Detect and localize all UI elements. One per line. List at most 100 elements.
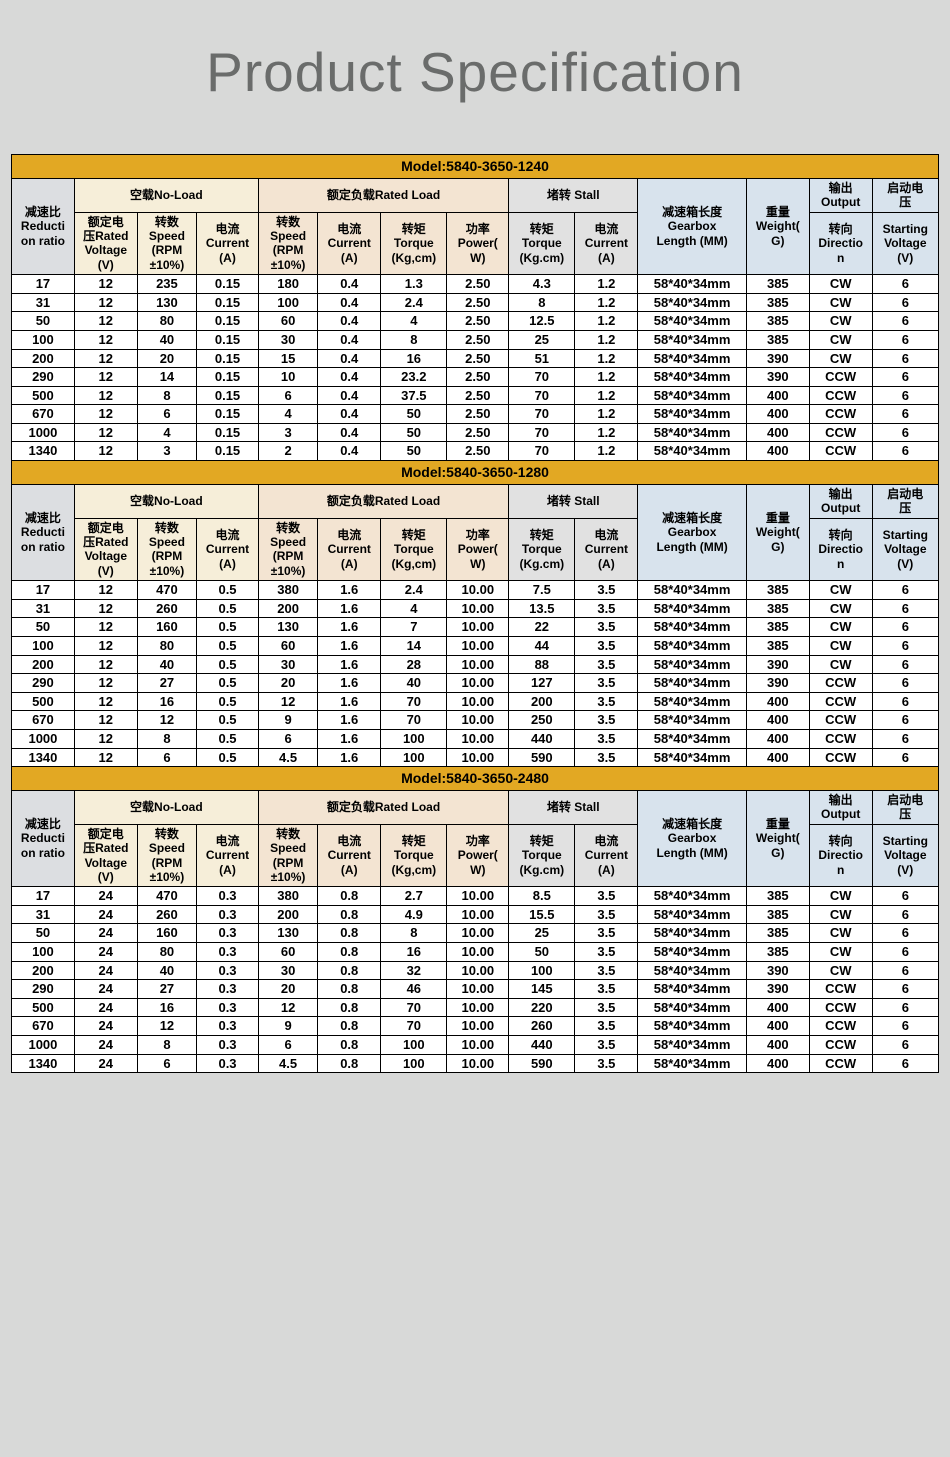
- table-cell: 1000: [12, 729, 75, 748]
- table-cell: 385: [746, 637, 809, 656]
- table-cell: 100: [509, 961, 575, 980]
- hdr-current-st: 电流Current(A): [575, 824, 638, 887]
- table-row: 29012140.15100.423.22.50701.258*40*34mm3…: [12, 368, 939, 387]
- table-cell: 2.50: [447, 442, 509, 461]
- table-row: 20012200.15150.4162.50511.258*40*34mm390…: [12, 349, 939, 368]
- table-row: 10001280.561.610010.004403.558*40*34mm40…: [12, 729, 939, 748]
- table-cell: 0.3: [197, 1017, 259, 1036]
- hdr-group-rated: 额定负载Rated Load: [258, 178, 508, 212]
- table-cell: 6: [872, 729, 938, 748]
- model-title: Model:5840-3650-2480: [12, 767, 939, 791]
- table-cell: 160: [137, 618, 196, 637]
- table-cell: CCW: [809, 368, 872, 387]
- table-cell: 670: [12, 711, 75, 730]
- hdr-gearbox: 减速箱长度GearboxLength (MM): [638, 790, 747, 886]
- table-cell: 8: [381, 924, 447, 943]
- table-cell: 12: [74, 618, 137, 637]
- table-row: 13401260.54.51.610010.005903.558*40*34mm…: [12, 748, 939, 767]
- table-cell: 23.2: [381, 368, 447, 387]
- model-title: Model:5840-3650-1280: [12, 461, 939, 485]
- table-cell: CW: [809, 312, 872, 331]
- table-cell: 6: [258, 386, 317, 405]
- table-row: 67024120.390.87010.002603.558*40*34mm400…: [12, 1017, 939, 1036]
- table-cell: 10.00: [447, 655, 509, 674]
- table-cell: 10.00: [447, 618, 509, 637]
- hdr-startv-top: 启动电压: [872, 484, 938, 518]
- table-cell: 6: [872, 1036, 938, 1055]
- table-row: 10001240.1530.4502.50701.258*40*34mm400C…: [12, 423, 939, 442]
- hdr-torque-st: 转矩Torque(Kg.cm): [509, 212, 575, 275]
- table-row: 31242600.32000.84.910.0015.53.558*40*34m…: [12, 905, 939, 924]
- table-cell: CW: [809, 961, 872, 980]
- table-cell: 1.2: [575, 312, 638, 331]
- table-cell: 10.00: [447, 637, 509, 656]
- table-cell: 385: [746, 618, 809, 637]
- table-cell: 58*40*34mm: [638, 998, 747, 1017]
- table-cell: 10.00: [447, 980, 509, 999]
- table-cell: 24: [74, 1017, 137, 1036]
- table-cell: 60: [258, 943, 317, 962]
- table-cell: CW: [809, 905, 872, 924]
- table-cell: 0.8: [318, 998, 381, 1017]
- table-cell: 6: [872, 312, 938, 331]
- hdr-group-noload: 空载No-Load: [74, 178, 258, 212]
- table-cell: 390: [746, 980, 809, 999]
- table-cell: 3.5: [575, 692, 638, 711]
- table-cell: 31: [12, 905, 75, 924]
- table-cell: 0.5: [197, 599, 259, 618]
- hdr-torque-rl: 转矩Torque(Kg,cm): [381, 212, 447, 275]
- table-cell: 50: [12, 924, 75, 943]
- table-cell: 3.5: [575, 637, 638, 656]
- table-cell: 0.5: [197, 748, 259, 767]
- table-cell: 12: [258, 692, 317, 711]
- table-cell: 40: [137, 655, 196, 674]
- table-cell: 3.5: [575, 980, 638, 999]
- table-cell: 2.50: [447, 405, 509, 424]
- table-cell: 4: [381, 599, 447, 618]
- table-cell: 4.5: [258, 1054, 317, 1073]
- table-cell: 8: [137, 1036, 196, 1055]
- table-cell: 6: [872, 674, 938, 693]
- hdr-startv-top: 启动电压: [872, 178, 938, 212]
- table-cell: 6: [872, 943, 938, 962]
- table-cell: 0.4: [318, 386, 381, 405]
- table-row: 67012120.591.67010.002503.558*40*34mm400…: [12, 711, 939, 730]
- table-cell: 2.50: [447, 312, 509, 331]
- table-cell: 3.5: [575, 581, 638, 600]
- hdr-power-rl: 功率Power(W): [447, 518, 509, 581]
- table-cell: 400: [746, 386, 809, 405]
- table-cell: 0.4: [318, 275, 381, 294]
- table-cell: 0.4: [318, 293, 381, 312]
- hdr-speed-nl: 转数Speed(RPM±10%): [137, 518, 196, 581]
- table-cell: 385: [746, 293, 809, 312]
- table-row: 10024800.3600.81610.00503.558*40*34mm385…: [12, 943, 939, 962]
- table-cell: 6: [872, 905, 938, 924]
- table-cell: CW: [809, 618, 872, 637]
- table-cell: 130: [137, 293, 196, 312]
- hdr-group-stall: 堵转 Stall: [509, 178, 638, 212]
- table-cell: 58*40*34mm: [638, 581, 747, 600]
- table-cell: 32: [381, 961, 447, 980]
- hdr-weight: 重量Weight(G): [746, 790, 809, 886]
- table-cell: 0.15: [197, 442, 259, 461]
- table-cell: 385: [746, 312, 809, 331]
- table-cell: 1.6: [318, 692, 381, 711]
- table-cell: 500: [12, 692, 75, 711]
- table-cell: 10.00: [447, 599, 509, 618]
- hdr-ratio: 减速比Reduction ratio: [12, 790, 75, 886]
- table-cell: 390: [746, 349, 809, 368]
- table-cell: 70: [381, 692, 447, 711]
- table-cell: 590: [509, 748, 575, 767]
- table-cell: 0.8: [318, 1054, 381, 1073]
- table-row: 13402460.34.50.810010.005903.558*40*34mm…: [12, 1054, 939, 1073]
- table-cell: 12: [137, 711, 196, 730]
- table-cell: 12: [258, 998, 317, 1017]
- table-cell: CW: [809, 581, 872, 600]
- table-cell: 390: [746, 674, 809, 693]
- table-cell: 44: [509, 637, 575, 656]
- table-cell: 260: [137, 905, 196, 924]
- table-cell: 290: [12, 368, 75, 387]
- table-cell: 400: [746, 729, 809, 748]
- table-cell: 250: [509, 711, 575, 730]
- table-cell: 6: [872, 386, 938, 405]
